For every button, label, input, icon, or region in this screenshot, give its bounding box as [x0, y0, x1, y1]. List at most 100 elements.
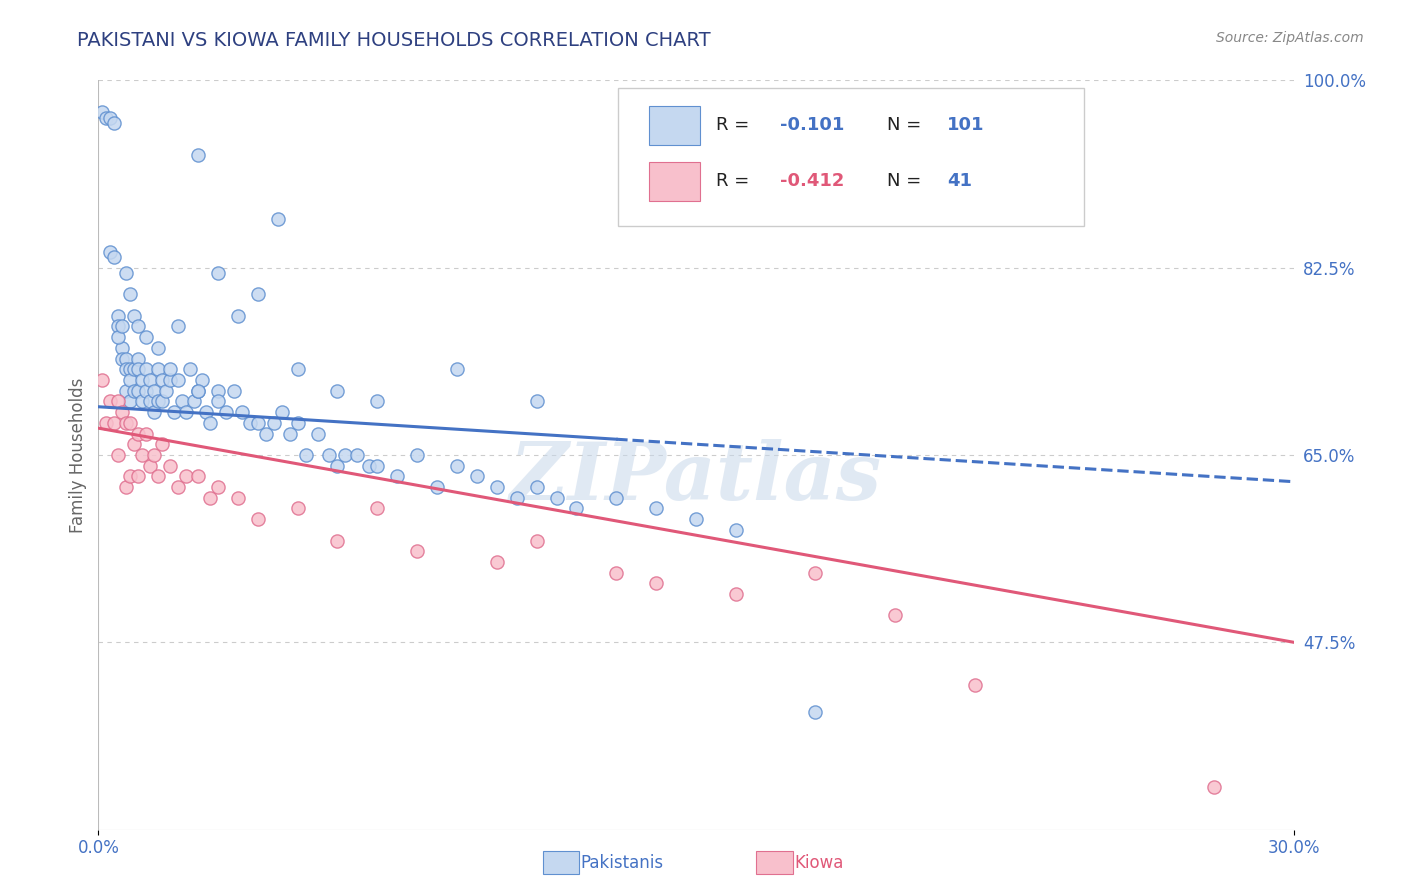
Text: -0.412: -0.412: [780, 172, 844, 190]
Point: [107, 319, 129, 334]
Point: [485, 480, 508, 494]
Point: [115, 266, 138, 280]
Point: [385, 469, 409, 483]
Point: [98, 244, 122, 259]
Text: 41: 41: [948, 172, 972, 190]
Point: [226, 491, 249, 505]
Point: [96, 416, 118, 430]
Point: [124, 437, 146, 451]
Point: [159, 458, 181, 473]
Point: [163, 405, 186, 419]
Point: [215, 405, 238, 419]
Point: [115, 351, 138, 366]
Point: [135, 426, 157, 441]
Point: [115, 480, 138, 494]
Point: [124, 309, 146, 323]
Point: [804, 705, 827, 719]
Point: [1202, 780, 1225, 794]
Point: [207, 394, 229, 409]
Point: [174, 405, 197, 419]
Point: [127, 319, 149, 334]
FancyBboxPatch shape: [650, 162, 700, 201]
Point: [115, 384, 138, 398]
Point: [143, 384, 166, 398]
Point: [127, 351, 149, 366]
Point: [326, 533, 349, 548]
Point: [167, 319, 190, 334]
Point: [187, 148, 209, 162]
Point: [326, 458, 349, 473]
Point: [103, 250, 125, 264]
Point: [366, 458, 388, 473]
Point: [167, 480, 190, 494]
Point: [111, 319, 134, 334]
Point: [91, 373, 114, 387]
Point: [685, 512, 707, 526]
Point: [963, 678, 986, 692]
Point: [120, 287, 142, 301]
Point: [179, 362, 201, 376]
Point: [115, 362, 138, 376]
Point: [287, 416, 309, 430]
Text: Source: ZipAtlas.com: Source: ZipAtlas.com: [1216, 31, 1364, 45]
Point: [120, 373, 142, 387]
Point: [103, 116, 125, 130]
Point: [148, 469, 170, 483]
Point: [139, 458, 162, 473]
Point: [148, 341, 170, 355]
Point: [187, 384, 209, 398]
Point: [139, 394, 162, 409]
Point: [111, 351, 134, 366]
Point: [107, 394, 129, 409]
Point: [183, 394, 205, 409]
Point: [172, 394, 194, 409]
Point: [103, 416, 125, 430]
FancyBboxPatch shape: [650, 106, 700, 145]
Point: [187, 469, 209, 483]
Point: [111, 341, 134, 355]
Point: [124, 384, 146, 398]
Text: PAKISTANI VS KIOWA FAMILY HOUSEHOLDS CORRELATION CHART: PAKISTANI VS KIOWA FAMILY HOUSEHOLDS COR…: [77, 31, 711, 50]
Point: [231, 405, 253, 419]
Point: [526, 533, 548, 548]
Point: [366, 501, 388, 516]
Point: [278, 426, 301, 441]
Y-axis label: Family Households: Family Households: [69, 377, 87, 533]
Point: [485, 555, 508, 569]
FancyBboxPatch shape: [619, 87, 1084, 227]
Text: ZIPatlas: ZIPatlas: [510, 439, 882, 516]
Point: [565, 501, 588, 516]
Point: [246, 287, 269, 301]
Text: N =: N =: [887, 172, 927, 190]
Point: [191, 373, 214, 387]
Point: [207, 480, 229, 494]
Point: [150, 373, 173, 387]
Point: [135, 384, 157, 398]
Point: [326, 384, 349, 398]
Point: [724, 523, 747, 537]
Point: [226, 309, 249, 323]
Point: [198, 491, 221, 505]
Point: [446, 458, 468, 473]
Point: [198, 416, 221, 430]
Point: [120, 394, 142, 409]
Point: [287, 501, 309, 516]
Point: [131, 373, 153, 387]
Point: [645, 576, 668, 591]
Point: [107, 330, 129, 344]
Point: [605, 491, 627, 505]
Point: [406, 544, 429, 558]
Point: [107, 448, 129, 462]
Point: [148, 394, 170, 409]
Point: [111, 405, 134, 419]
Point: [506, 491, 529, 505]
Point: [115, 416, 138, 430]
Point: [294, 448, 316, 462]
Point: [605, 566, 627, 580]
Point: [884, 608, 907, 623]
Point: [127, 426, 149, 441]
Point: [135, 362, 157, 376]
Text: R =: R =: [716, 116, 755, 134]
Point: [159, 373, 181, 387]
Point: [207, 266, 229, 280]
